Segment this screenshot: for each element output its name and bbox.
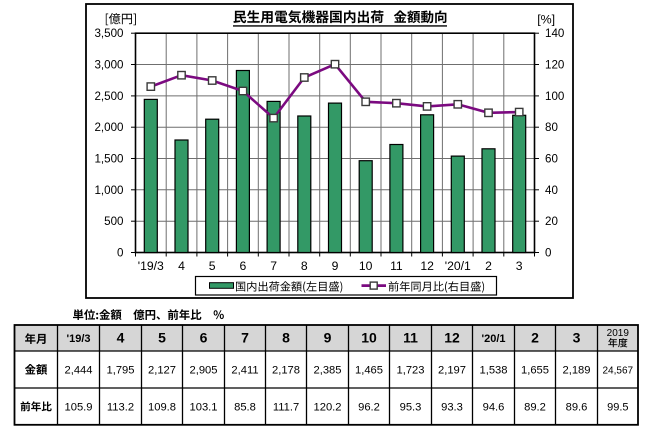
- svg-text:60: 60: [545, 153, 558, 166]
- svg-text:85.8: 85.8: [234, 402, 256, 414]
- svg-text:6: 6: [240, 259, 247, 273]
- svg-text:11: 11: [403, 330, 418, 346]
- svg-text:4: 4: [178, 259, 185, 273]
- svg-text:40: 40: [545, 184, 558, 197]
- svg-text:7: 7: [241, 330, 249, 346]
- svg-text:96.2: 96.2: [358, 402, 380, 414]
- svg-text:1,655: 1,655: [521, 365, 549, 377]
- svg-text:2: 2: [485, 259, 492, 273]
- svg-text:6: 6: [200, 330, 208, 346]
- svg-text:89.2: 89.2: [524, 402, 546, 414]
- svg-text:2,444: 2,444: [65, 365, 93, 377]
- svg-text:4: 4: [117, 330, 125, 346]
- svg-text:3,000: 3,000: [94, 59, 123, 72]
- svg-text:0: 0: [545, 247, 551, 260]
- svg-text:94.6: 94.6: [483, 402, 505, 414]
- svg-text:'20/1: '20/1: [481, 333, 505, 345]
- svg-text:'19/3: '19/3: [66, 333, 90, 345]
- svg-text:3: 3: [573, 330, 581, 346]
- svg-text:120.2: 120.2: [314, 402, 342, 414]
- svg-text:'20/1: '20/1: [445, 259, 471, 273]
- svg-text:2,127: 2,127: [148, 365, 176, 377]
- svg-text:2,178: 2,178: [272, 365, 300, 377]
- svg-text:1,500: 1,500: [94, 153, 123, 166]
- svg-text:8: 8: [282, 330, 290, 346]
- svg-text:10: 10: [359, 259, 373, 273]
- svg-text:140: 140: [545, 27, 564, 40]
- svg-text:'19/3: '19/3: [138, 259, 164, 273]
- svg-text:9: 9: [332, 259, 339, 273]
- svg-text:89.6: 89.6: [566, 402, 588, 414]
- svg-text:0: 0: [117, 247, 123, 260]
- svg-text:2,189: 2,189: [563, 365, 591, 377]
- svg-text:2,197: 2,197: [438, 365, 466, 377]
- svg-text:12: 12: [444, 330, 460, 346]
- svg-text:10: 10: [361, 330, 377, 346]
- svg-text:103.1: 103.1: [190, 402, 218, 414]
- svg-text:105.9: 105.9: [65, 402, 93, 414]
- svg-text:2,411: 2,411: [231, 365, 258, 377]
- svg-text:2,905: 2,905: [190, 365, 218, 377]
- svg-text:7: 7: [270, 259, 277, 273]
- svg-text:1,538: 1,538: [480, 365, 508, 377]
- svg-text:111.7: 111.7: [273, 402, 299, 414]
- svg-text:[%]: [%]: [537, 13, 555, 27]
- svg-text:120: 120: [545, 59, 564, 72]
- svg-text:95.3: 95.3: [400, 402, 422, 414]
- svg-text:1,795: 1,795: [107, 365, 135, 377]
- svg-text:2,000: 2,000: [94, 121, 123, 134]
- svg-text:8: 8: [301, 259, 308, 273]
- svg-text:12: 12: [420, 259, 434, 273]
- svg-text:2,500: 2,500: [94, 90, 123, 103]
- svg-text:24,567: 24,567: [603, 366, 634, 377]
- svg-text:5: 5: [209, 259, 216, 273]
- svg-text:3,500: 3,500: [94, 27, 123, 40]
- svg-text:113.2: 113.2: [107, 402, 134, 414]
- svg-text:2: 2: [531, 330, 539, 346]
- svg-text:3: 3: [516, 259, 523, 273]
- svg-text:5: 5: [158, 330, 166, 346]
- svg-text:80: 80: [545, 121, 558, 134]
- svg-text:99.5: 99.5: [607, 402, 628, 414]
- svg-text:1,723: 1,723: [397, 365, 425, 377]
- svg-text:1,000: 1,000: [94, 184, 123, 197]
- svg-text:11: 11: [390, 259, 403, 273]
- svg-text:9: 9: [324, 330, 332, 346]
- svg-text:2,385: 2,385: [314, 365, 342, 377]
- svg-text:1,465: 1,465: [355, 365, 383, 377]
- svg-text:500: 500: [104, 215, 123, 228]
- svg-text:2019: 2019: [607, 328, 630, 339]
- svg-text:20: 20: [545, 215, 558, 228]
- svg-text:93.3: 93.3: [441, 402, 463, 414]
- svg-text:100: 100: [545, 90, 564, 103]
- svg-text:109.8: 109.8: [148, 402, 176, 414]
